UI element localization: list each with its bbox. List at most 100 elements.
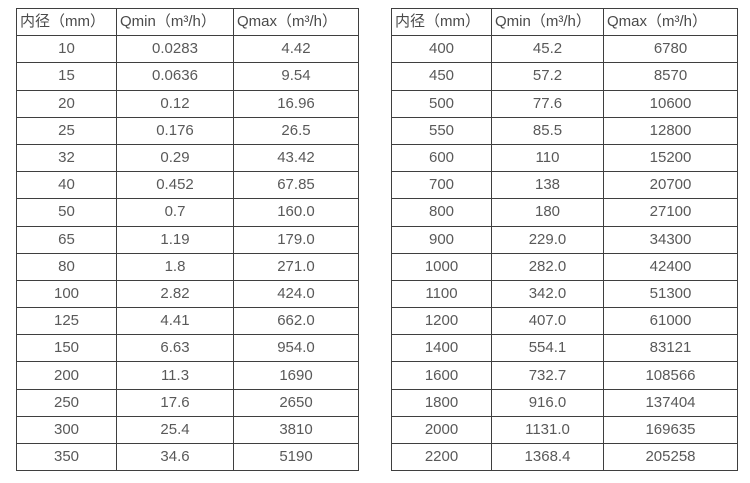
table-row: 350 34.6 5190 xyxy=(16,442,359,472)
table-row: 40 0.452 67.85 xyxy=(16,171,359,200)
table-row: 550 85.5 12800 xyxy=(391,116,738,145)
table-header-row: 内径（mm） Qmin（m³/h） Qmax（m³/h） xyxy=(16,7,359,37)
table-cell: 916.0 xyxy=(491,388,604,417)
table-cell: 50 xyxy=(16,198,117,227)
table-cell: 61000 xyxy=(603,307,738,336)
table-cell: 2000 xyxy=(391,415,492,445)
flow-rate-table-right: 内径（mm） Qmin（m³/h） Qmax（m³/h） 400 45.2 6780 450… xyxy=(391,7,738,472)
table-row: 150 6.63 954.0 xyxy=(16,334,359,363)
table-cell: 10600 xyxy=(603,89,738,118)
table-cell: 900 xyxy=(391,225,492,254)
table-row: 125 4.41 662.0 xyxy=(16,307,359,336)
table-cell: 271.0 xyxy=(233,252,359,281)
table-cell: 5190 xyxy=(233,442,359,472)
table-cell: 27100 xyxy=(603,198,738,227)
table-cell: 179.0 xyxy=(233,225,359,254)
table-row: 200 11.3 1690 xyxy=(16,361,359,390)
table-cell: 732.7 xyxy=(491,361,604,390)
table-cell: 954.0 xyxy=(233,334,359,363)
table-cell: 34300 xyxy=(603,225,738,254)
table-header-cell: 内径（mm） xyxy=(16,7,117,37)
table-row: 1100 342.0 51300 xyxy=(391,279,738,309)
table-cell: 43.42 xyxy=(233,143,359,173)
table-cell: 138 xyxy=(491,171,604,200)
table-row: 900 229.0 34300 xyxy=(391,225,738,254)
table-row: 450 57.2 8570 xyxy=(391,62,738,91)
table-cell: 342.0 xyxy=(491,279,604,309)
table-row: 1800 916.0 137404 xyxy=(391,388,738,417)
table-header-cell: Qmax（m³/h） xyxy=(233,7,359,37)
table-cell: 15200 xyxy=(603,143,738,173)
table-cell: 1600 xyxy=(391,361,492,390)
table-row: 300 25.4 3810 xyxy=(16,415,359,445)
table-cell: 407.0 xyxy=(491,307,604,336)
table-cell: 80 xyxy=(16,252,117,281)
table-cell: 32 xyxy=(16,143,117,173)
table-cell: 17.6 xyxy=(116,388,234,417)
table-cell: 0.0283 xyxy=(116,35,234,64)
table-cell: 205258 xyxy=(603,442,738,472)
table-cell: 300 xyxy=(16,415,117,445)
table-cell: 45.2 xyxy=(491,35,604,64)
flow-rate-table-left: 内径（mm） Qmin（m³/h） Qmax（m³/h） 10 0.0283 4.42 15… xyxy=(16,7,359,472)
table-cell: 500 xyxy=(391,89,492,118)
table-row: 10 0.0283 4.42 xyxy=(16,35,359,64)
table-cell: 250 xyxy=(16,388,117,417)
table-cell: 6.63 xyxy=(116,334,234,363)
table-cell: 160.0 xyxy=(233,198,359,227)
table-row: 15 0.0636 9.54 xyxy=(16,62,359,91)
table-row: 50 0.7 160.0 xyxy=(16,198,359,227)
table-cell: 229.0 xyxy=(491,225,604,254)
table-cell: 110 xyxy=(491,143,604,173)
table-cell: 125 xyxy=(16,307,117,336)
table-cell: 15 xyxy=(16,62,117,91)
table-cell: 34.6 xyxy=(116,442,234,472)
table-row: 2000 1131.0 169635 xyxy=(391,415,738,445)
table-cell: 200 xyxy=(16,361,117,390)
table-row: 700 138 20700 xyxy=(391,171,738,200)
table-cell: 169635 xyxy=(603,415,738,445)
table-row: 1200 407.0 61000 xyxy=(391,307,738,336)
table-row: 1600 732.7 108566 xyxy=(391,361,738,390)
table-header-cell: Qmin（m³/h） xyxy=(491,7,604,37)
table-cell: 4.41 xyxy=(116,307,234,336)
table-cell: 550 xyxy=(391,116,492,145)
table-cell: 1200 xyxy=(391,307,492,336)
table-cell: 26.5 xyxy=(233,116,359,145)
table-cell: 0.0636 xyxy=(116,62,234,91)
table-row: 400 45.2 6780 xyxy=(391,35,738,64)
table-row: 800 180 27100 xyxy=(391,198,738,227)
table-row: 250 17.6 2650 xyxy=(16,388,359,417)
table-cell: 40 xyxy=(16,171,117,200)
table-cell: 0.176 xyxy=(116,116,234,145)
table-cell: 137404 xyxy=(603,388,738,417)
table-cell: 3810 xyxy=(233,415,359,445)
table-cell: 108566 xyxy=(603,361,738,390)
table-row: 1400 554.1 83121 xyxy=(391,334,738,363)
table-cell: 8570 xyxy=(603,62,738,91)
table-cell: 1000 xyxy=(391,252,492,281)
table-row: 25 0.176 26.5 xyxy=(16,116,359,145)
table-cell: 662.0 xyxy=(233,307,359,336)
table-cell: 6780 xyxy=(603,35,738,64)
table-row: 32 0.29 43.42 xyxy=(16,143,359,173)
table-cell: 9.54 xyxy=(233,62,359,91)
table-cell: 1.19 xyxy=(116,225,234,254)
table-cell: 700 xyxy=(391,171,492,200)
table-cell: 0.452 xyxy=(116,171,234,200)
table-row: 2200 1368.4 205258 xyxy=(391,442,738,472)
table-cell: 11.3 xyxy=(116,361,234,390)
table-cell: 1131.0 xyxy=(491,415,604,445)
table-row: 80 1.8 271.0 xyxy=(16,252,359,281)
table-cell: 57.2 xyxy=(491,62,604,91)
table-cell: 0.12 xyxy=(116,89,234,118)
table-cell: 424.0 xyxy=(233,279,359,309)
table-cell: 400 xyxy=(391,35,492,64)
table-row: 600 110 15200 xyxy=(391,143,738,173)
table-row: 100 2.82 424.0 xyxy=(16,279,359,309)
table-cell: 65 xyxy=(16,225,117,254)
table-cell: 20700 xyxy=(603,171,738,200)
table-cell: 4.42 xyxy=(233,35,359,64)
table-cell: 83121 xyxy=(603,334,738,363)
